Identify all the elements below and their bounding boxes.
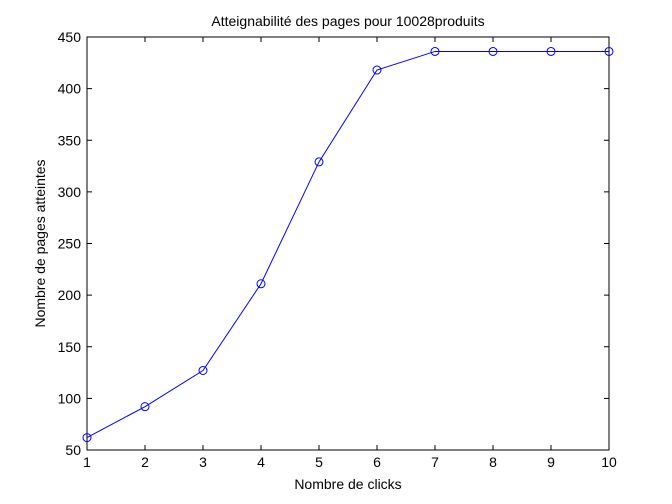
data-point	[198, 365, 208, 375]
series-layer	[82, 46, 614, 443]
y-axis-label: Nombre de pages atteintes	[32, 159, 48, 327]
y-tick-label: 350	[58, 132, 82, 148]
data-point	[430, 46, 440, 56]
y-tick-label: 300	[58, 184, 82, 200]
y-axis: 50 100 150 200 250 300 350 400 450	[58, 29, 609, 458]
data-point	[82, 433, 92, 443]
y-tick-label: 200	[58, 287, 82, 303]
y-tick-label: 100	[58, 390, 82, 406]
x-tick-label: 1	[83, 454, 91, 470]
plot-area	[86, 36, 610, 451]
data-point	[546, 46, 556, 56]
y-tick-label: 150	[58, 339, 82, 355]
y-tick-label: 250	[58, 236, 82, 252]
x-axis-label: Nombre de clicks	[294, 476, 401, 492]
x-tick-label: 3	[199, 454, 207, 470]
data-point	[604, 46, 614, 56]
x-tick-label: 10	[601, 454, 617, 470]
x-axis: 1 2 3 4 5 6 7 8 9 10	[83, 37, 617, 470]
data-point	[256, 279, 266, 289]
data-point	[372, 65, 382, 75]
series-line	[86, 50, 609, 439]
x-tick-label: 5	[315, 454, 323, 470]
data-point	[140, 402, 150, 412]
data-point	[314, 157, 324, 167]
x-tick-label: 6	[373, 454, 381, 470]
y-tick-label: 400	[58, 81, 82, 97]
y-tick-label: 50	[65, 442, 81, 458]
y-tick-label: 450	[58, 29, 82, 45]
x-tick-label: 7	[431, 454, 439, 470]
x-tick-label: 4	[257, 454, 265, 470]
x-tick-label: 8	[489, 454, 497, 470]
chart-title: Atteignabilité des pages pour 10028produ…	[211, 13, 484, 29]
data-point	[488, 46, 498, 56]
x-tick-label: 2	[141, 454, 149, 470]
x-tick-label: 9	[547, 454, 555, 470]
